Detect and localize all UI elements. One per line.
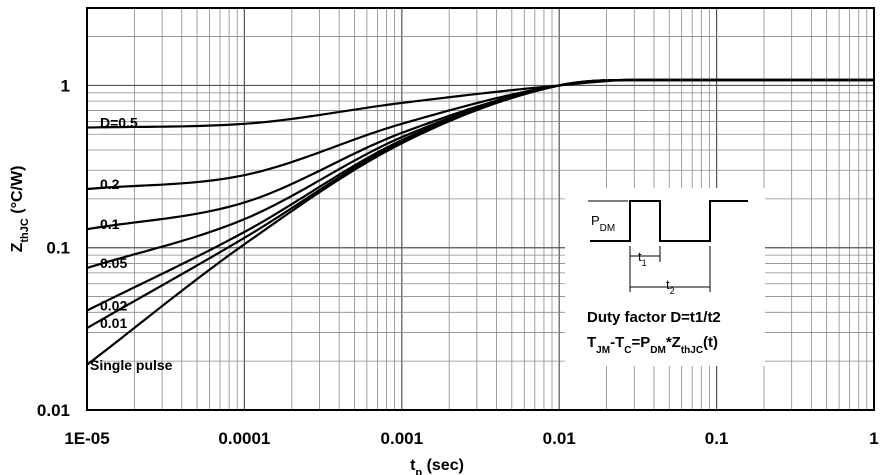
t1-label: t1 bbox=[638, 249, 647, 268]
inset-background bbox=[565, 188, 765, 366]
series-label: 0.1 bbox=[100, 216, 120, 232]
duty-factor-text: Duty factor D=t1/t2 bbox=[587, 309, 721, 326]
duty-cycle-inset: PDM t1 t2 Duty factor D=t1/t2 TJM-TC=PDM… bbox=[565, 188, 765, 366]
x-tick-label: 0.01 bbox=[543, 429, 576, 448]
y-tick-labels: 0.01 0.1 1 bbox=[37, 76, 70, 420]
series-label: 0.01 bbox=[100, 315, 127, 331]
y-tick-label: 0.1 bbox=[46, 239, 70, 258]
series-label: Single pulse bbox=[90, 357, 173, 373]
x-tick-label: 0.0001 bbox=[218, 429, 270, 448]
curve-d-0-5 bbox=[86, 78, 874, 129]
junction-equation-text: TJM-TC=PDM*ZthJC(t) bbox=[587, 334, 718, 356]
x-tick-labels: 1E-05 0.0001 0.001 0.01 0.1 1 bbox=[64, 429, 878, 448]
curve-single-pulse bbox=[86, 78, 874, 366]
pulse-waveform bbox=[590, 200, 748, 242]
impedance-curves bbox=[86, 78, 874, 366]
x-tick-label: 0.1 bbox=[705, 429, 729, 448]
y-axis-label: ZthJC (°C/W) bbox=[9, 166, 31, 253]
x-axis-label: tp (sec) bbox=[410, 457, 464, 475]
plot-frame bbox=[86, 7, 875, 411]
series-label: 0.2 bbox=[100, 176, 120, 192]
y-tick-label: 1 bbox=[61, 76, 70, 95]
x-tick-label: 0.001 bbox=[381, 429, 424, 448]
series-label: 0.05 bbox=[100, 255, 127, 271]
y-tick-label: 0.01 bbox=[37, 401, 70, 420]
series-label: D=0.5 bbox=[100, 115, 138, 131]
x-tick-label: 1 bbox=[869, 429, 878, 448]
series-labels: D=0.5 0.2 0.1 0.05 0.020.01 Single pulse bbox=[90, 115, 173, 373]
t2-label: t2 bbox=[666, 277, 675, 296]
x-tick-label: 1E-05 bbox=[64, 429, 109, 448]
series-label: 0.02 bbox=[100, 298, 127, 314]
pdm-label: PDM bbox=[591, 213, 615, 234]
